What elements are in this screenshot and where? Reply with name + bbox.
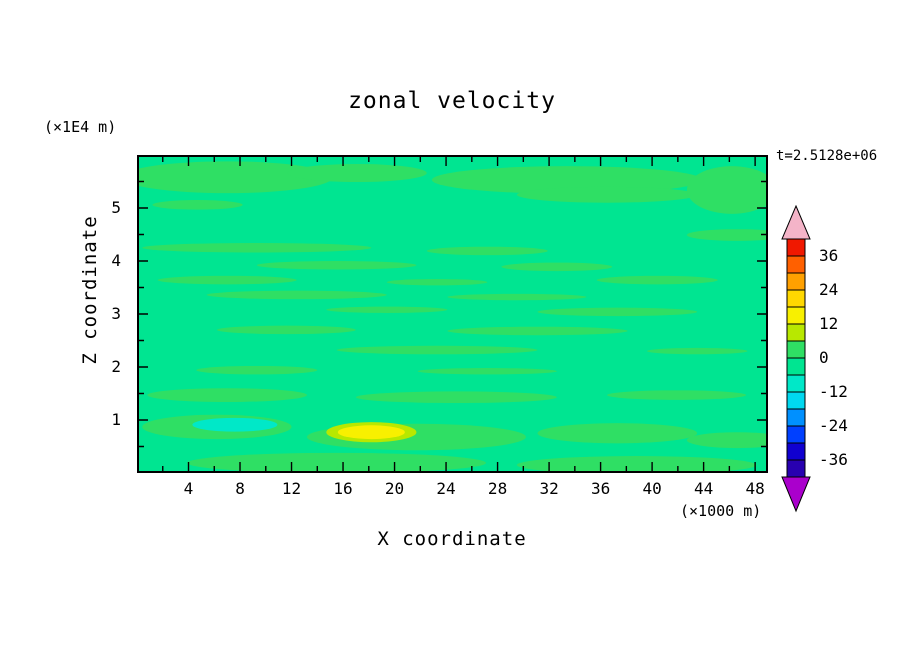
x-tick-label: 48 (745, 479, 765, 498)
x-tick-label: 20 (384, 479, 405, 498)
x-tick-label: 24 (436, 479, 456, 498)
y-axis-unit-label: (×1E4 m) (44, 118, 117, 136)
colorbar-tick-label: 24 (819, 280, 839, 299)
plot-title: zonal velocity (348, 88, 556, 114)
colorbar-tick-label: -36 (819, 450, 848, 469)
y-tick-label: 4 (111, 251, 121, 270)
y-tick-label: 2 (111, 357, 121, 376)
plot-area (137, 155, 768, 473)
colorbar: 36 24 12 0 -12 -24 -36 (779, 205, 899, 520)
x-tick-label: 28 (487, 479, 508, 498)
x-axis-title: X coordinate (377, 528, 527, 550)
x-tick-label: 40 (642, 479, 662, 498)
colorbar-tick-label: 0 (819, 348, 829, 367)
x-tick-label: 8 (235, 479, 245, 498)
contour-field (137, 155, 768, 473)
y-axis-title: Z coordinate (79, 215, 101, 365)
y-tick-label: 5 (111, 198, 121, 217)
x-axis-tick-labels: 4 8 12 16 20 24 28 32 36 40 44 48 (137, 479, 768, 501)
colorbar-scale (781, 205, 811, 513)
y-tick-label: 3 (111, 304, 121, 323)
timestamp-label: t=2.5128e+06 (776, 148, 878, 164)
x-tick-label: 32 (539, 479, 559, 498)
colorbar-tick-label: 36 (819, 246, 839, 265)
colorbar-tick-label: -24 (819, 416, 848, 435)
x-tick-label: 16 (333, 479, 353, 498)
x-axis-unit-label: (×1000 m) (680, 502, 762, 520)
x-tick-label: 12 (281, 479, 302, 498)
x-tick-label: 44 (693, 479, 714, 498)
y-axis-tick-labels: 1 2 3 4 5 (95, 155, 127, 473)
colorbar-tick-label: -12 (819, 382, 848, 401)
colorbar-tick-label: 12 (819, 314, 839, 333)
x-tick-label: 36 (590, 479, 611, 498)
x-tick-label: 4 (183, 479, 194, 498)
y-tick-label: 1 (111, 410, 121, 429)
